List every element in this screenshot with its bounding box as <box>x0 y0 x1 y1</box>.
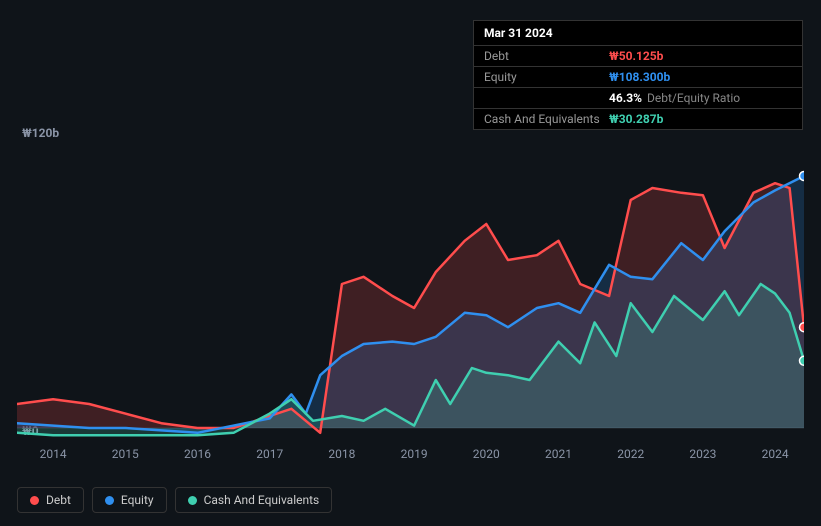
tooltip-row: Cash And Equivalents₩30.287b <box>474 108 802 129</box>
tooltip-row: Debt₩50.125b <box>474 45 802 66</box>
x-tick: 2014 <box>40 447 67 461</box>
legend-dot <box>30 496 39 505</box>
legend-item-equity[interactable]: Equity <box>92 487 167 513</box>
x-tick: 2020 <box>473 447 500 461</box>
legend-dot <box>105 496 114 505</box>
x-tick: 2016 <box>184 447 211 461</box>
legend-label: Cash And Equivalents <box>204 493 320 507</box>
x-tick: 2021 <box>545 447 572 461</box>
chart-tooltip: Mar 31 2024 Debt₩50.125bEquity₩108.300b4… <box>473 20 803 130</box>
x-tick: 2018 <box>328 447 355 461</box>
tooltip-value: ₩50.125b <box>609 49 663 63</box>
y-axis-max: ₩120b <box>22 126 59 140</box>
tooltip-value: 46.3%Debt/Equity Ratio <box>609 91 740 105</box>
legend-item-cash-and-equivalents[interactable]: Cash And Equivalents <box>175 487 333 513</box>
tooltip-row: 46.3%Debt/Equity Ratio <box>474 87 802 108</box>
x-tick: 2017 <box>256 447 283 461</box>
legend-item-debt[interactable]: Debt <box>17 487 84 513</box>
x-tick: 2024 <box>762 447 789 461</box>
tooltip-value: ₩108.300b <box>609 70 670 84</box>
x-tick: 2022 <box>617 447 644 461</box>
x-axis: 2014 2015 2016 2017 2018 2019 2020 2021 2022 2023… <box>17 447 804 467</box>
tooltip-extra: Debt/Equity Ratio <box>647 91 740 105</box>
x-tick: 2015 <box>112 447 139 461</box>
legend-dot <box>188 496 197 505</box>
tooltip-value: ₩30.287b <box>609 112 663 126</box>
legend-label: Debt <box>46 493 71 507</box>
tooltip-date: Mar 31 2024 <box>474 21 802 45</box>
legend-label: Equity <box>121 493 154 507</box>
x-tick: 2019 <box>401 447 428 461</box>
tooltip-label: Cash And Equivalents <box>484 112 609 126</box>
tooltip-label <box>484 91 609 105</box>
x-tick: 2023 <box>689 447 716 461</box>
tooltip-row: Equity₩108.300b <box>474 66 802 87</box>
chart-plot-area[interactable] <box>17 140 804 440</box>
legend: Debt Equity Cash And Equivalents <box>17 487 332 513</box>
tooltip-label: Debt <box>484 49 609 63</box>
tooltip-label: Equity <box>484 70 609 84</box>
